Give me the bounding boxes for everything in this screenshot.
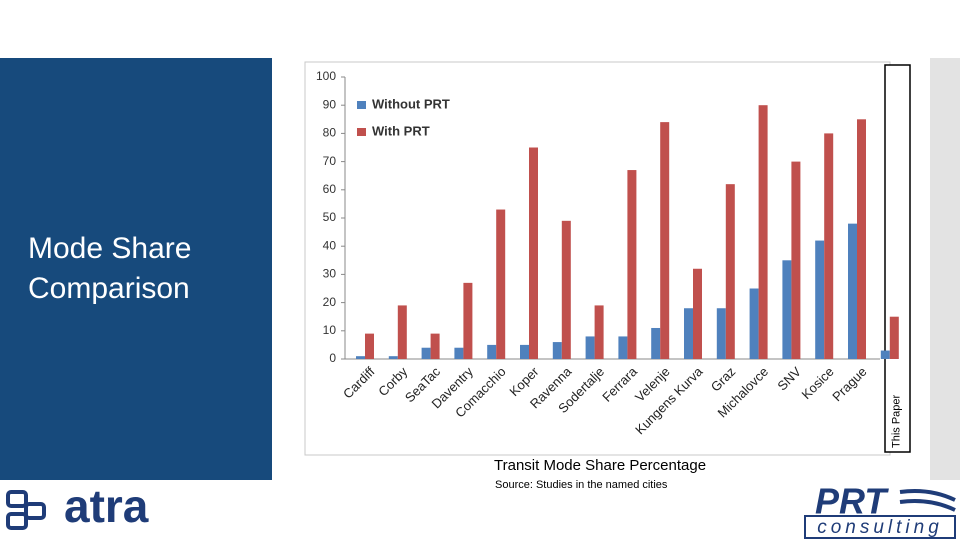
bar xyxy=(529,147,538,359)
y-tick-label: 40 xyxy=(323,238,337,252)
y-tick-label: 60 xyxy=(323,182,337,196)
y-tick-label: 80 xyxy=(323,126,337,140)
y-tick-label: 100 xyxy=(316,69,336,83)
bar xyxy=(716,308,726,359)
bar xyxy=(463,282,473,359)
y-tick-label: 90 xyxy=(323,97,337,111)
logo-text: atra xyxy=(64,480,149,532)
slide-title: Mode Share xyxy=(28,232,191,265)
bar xyxy=(758,105,768,359)
legend-swatch xyxy=(357,101,366,109)
logo-swoosh xyxy=(899,489,956,502)
y-tick-label: 30 xyxy=(323,267,337,281)
prt-logo: PRT consulting xyxy=(804,481,956,539)
legend-swatch xyxy=(357,128,366,136)
bar xyxy=(880,350,890,359)
chart-caption: Transit Mode Share Percentage xyxy=(494,457,706,474)
bar xyxy=(651,327,661,359)
logo-shape xyxy=(24,502,46,520)
title-panel xyxy=(0,58,272,480)
bar xyxy=(627,170,637,359)
bar xyxy=(365,333,374,359)
bar xyxy=(454,347,464,359)
bar xyxy=(848,223,857,359)
logo-shape xyxy=(6,512,28,530)
bar xyxy=(725,184,735,359)
bar xyxy=(585,336,595,359)
bar xyxy=(693,268,702,359)
y-tick-label: 0 xyxy=(329,351,336,365)
bar xyxy=(397,305,407,359)
y-tick-label: 20 xyxy=(323,295,337,309)
bar xyxy=(487,344,497,359)
bar xyxy=(889,316,899,359)
bar xyxy=(791,161,801,359)
slide-title: Comparison xyxy=(28,272,190,305)
bar xyxy=(421,347,431,359)
bar xyxy=(552,342,562,359)
bar xyxy=(561,220,571,359)
y-tick-label: 50 xyxy=(323,210,337,224)
logo-shape xyxy=(6,490,28,508)
bar xyxy=(356,356,365,359)
atra-logo: atra xyxy=(6,480,149,532)
highlight-box xyxy=(884,64,911,453)
bar xyxy=(496,209,506,359)
logo-swoosh xyxy=(899,499,956,512)
bar xyxy=(684,308,693,359)
side-strip xyxy=(930,58,960,480)
chart-source: Source: Studies in the named cities xyxy=(495,479,668,491)
bar xyxy=(782,260,792,359)
highlight-label: This Paper xyxy=(891,394,903,448)
logo-text: PRT xyxy=(815,481,889,522)
y-tick-label: 70 xyxy=(323,154,337,168)
bar xyxy=(824,133,834,359)
legend-label: With PRT xyxy=(372,123,430,138)
bar xyxy=(857,119,866,359)
logo-text: consulting xyxy=(817,517,943,538)
y-tick-label: 10 xyxy=(323,323,337,337)
bar xyxy=(430,333,440,359)
bar xyxy=(749,288,759,359)
bar xyxy=(660,122,670,360)
bar xyxy=(594,305,604,359)
bar xyxy=(388,356,398,359)
bar xyxy=(815,240,825,359)
bar xyxy=(618,336,628,359)
bar xyxy=(520,344,529,359)
legend-label: Without PRT xyxy=(372,96,450,111)
logo-box xyxy=(804,515,956,539)
